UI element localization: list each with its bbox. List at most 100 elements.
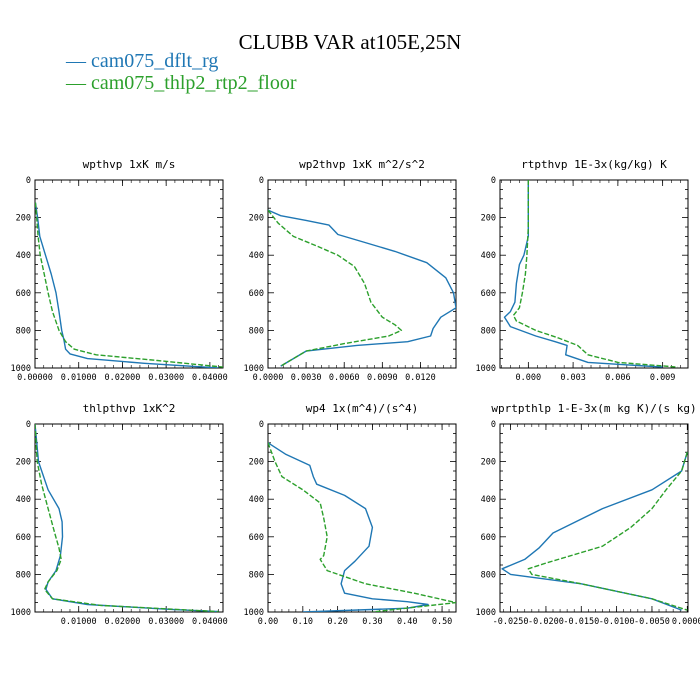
series-line [512, 180, 678, 368]
panel-title: wp4 1x(m^4)/(s^4) [306, 402, 419, 415]
x-tick-label: 0.0090 [367, 373, 398, 383]
x-tick-label: 0.02000 [105, 373, 141, 383]
x-tick-label: 0.000 [516, 373, 542, 383]
legend-label: cam075_thlp2_rtp2_floor [91, 72, 297, 94]
y-tick-label: 400 [16, 251, 31, 261]
x-tick-label: 0.04000 [192, 617, 228, 627]
y-tick-label: 1000 [11, 364, 31, 374]
legend-dash: — [66, 72, 91, 94]
y-tick-label: 600 [481, 289, 496, 299]
y-tick-label: 800 [16, 326, 31, 336]
y-tick-label: 1000 [244, 608, 264, 618]
x-tick-label: 0.0000 [253, 373, 284, 383]
y-tick-label: 200 [249, 214, 264, 224]
y-tick-label: 600 [16, 533, 31, 543]
y-tick-label: 600 [249, 533, 264, 543]
y-tick-label: 0 [491, 176, 496, 186]
y-tick-label: 400 [249, 251, 264, 261]
x-tick-label: -0.0250 [493, 617, 529, 627]
x-tick-label: 0.10 [293, 617, 313, 627]
panel-frame [34, 423, 224, 613]
x-tick-label: 0.00 [258, 617, 278, 627]
y-tick-label: 200 [249, 458, 264, 468]
x-tick-label: 0.50 [432, 617, 452, 627]
legend-entry: — cam075_thlp2_rtp2_floor [66, 72, 297, 94]
y-tick-label: 600 [249, 289, 264, 299]
series-line [35, 202, 219, 368]
series-line [35, 424, 219, 612]
y-tick-label: 600 [481, 533, 496, 543]
y-tick-label: 400 [481, 495, 496, 505]
x-tick-label: 0.03000 [148, 617, 184, 627]
chart-panel: thlpthvp 1xK^2 0 200 400 600 800 1000 0.01000 0.… [11, 402, 228, 627]
x-tick-label: 0.40 [397, 617, 417, 627]
x-tick-label: 0.03000 [148, 373, 184, 383]
y-tick-label: 1000 [476, 608, 496, 618]
x-tick-label: 0.02000 [105, 617, 141, 627]
y-tick-label: 800 [249, 570, 264, 580]
panel-title: wpthvp 1xK m/s [83, 158, 176, 171]
x-tick-label: 0.00000 [17, 373, 53, 383]
y-tick-label: 400 [249, 495, 264, 505]
y-tick-label: 0 [26, 176, 31, 186]
legend: — cam075_dflt_rg — cam075_thlp2_rtp2_flo… [66, 50, 297, 94]
panel-title: wprtpthlp 1-E-3x(m kg K)/(s kg) [491, 402, 696, 415]
y-tick-label: 0 [259, 420, 264, 430]
chart-panel: wp2thvp 1xK m^2/s^2020040060080010000.00… [244, 158, 457, 383]
y-tick-label: 1000 [476, 364, 496, 374]
panel-title: rtpthvp 1E-3x(kg/kg) K [521, 158, 667, 171]
x-tick-label: 0.003 [560, 373, 586, 383]
x-tick-label: 0.04000 [192, 373, 228, 383]
x-tick-label: 0.0120 [405, 373, 436, 383]
y-tick-label: 400 [481, 251, 496, 261]
series-line [268, 209, 403, 367]
y-tick-label: 1000 [244, 364, 264, 374]
y-tick-label: 0 [26, 420, 31, 430]
x-tick-label: -0.0150 [563, 617, 599, 627]
y-tick-label: 800 [481, 570, 496, 580]
x-tick-label: -0.0200 [528, 617, 564, 627]
series-line [35, 424, 219, 612]
legend-dash: — [66, 50, 91, 72]
y-tick-label: 600 [16, 289, 31, 299]
x-tick-label: 0.01000 [61, 373, 97, 383]
y-tick-label: 800 [16, 570, 31, 580]
x-tick-label: 0.01000 [61, 617, 97, 627]
chart-panel: rtpthvp 1E-3x(kg/kg) K 0 200 400 600 800 1000 0… [476, 158, 689, 383]
panel-frame [267, 179, 457, 369]
x-tick-label: -0.0050 [634, 617, 670, 627]
y-tick-label: 800 [249, 326, 264, 336]
panel-frame [267, 423, 457, 613]
series-line [503, 180, 663, 368]
series-line [268, 442, 456, 612]
y-tick-label: 1000 [11, 608, 31, 618]
legend-label: cam075_dflt_rg [91, 50, 219, 72]
x-tick-label: 0.006 [605, 373, 631, 383]
chart-panel: wprtpthlp 1-E-3x(m kg K)/(s kg) 0 200 400 60… [476, 402, 700, 627]
y-tick-label: 200 [481, 214, 496, 224]
y-tick-label: 800 [481, 326, 496, 336]
panel-frame [499, 423, 689, 613]
x-tick-label: 0.30 [362, 617, 382, 627]
panel-title: wp2thvp 1xK m^2/s^2 [299, 158, 425, 171]
x-tick-label: -0.0100 [599, 617, 635, 627]
y-tick-label: 0 [259, 176, 264, 186]
series-line [268, 209, 456, 367]
x-tick-label: 0.0060 [329, 373, 360, 383]
x-tick-label: 0.0030 [291, 373, 322, 383]
x-tick-label: 0.0000 [672, 617, 700, 627]
y-tick-label: 0 [491, 420, 496, 430]
figure-title: CLUBB VAR at105E,25N [238, 30, 462, 54]
panel-title: thlpthvp 1xK^2 [83, 402, 176, 415]
y-tick-label: 200 [16, 458, 31, 468]
y-tick-label: 200 [481, 458, 496, 468]
series-line [527, 451, 688, 611]
x-tick-label: 0.009 [650, 373, 676, 383]
legend-entry: — cam075_dflt_rg [66, 50, 297, 72]
x-tick-label: 0.20 [327, 617, 347, 627]
series-line [501, 451, 688, 611]
series-line [35, 202, 223, 368]
